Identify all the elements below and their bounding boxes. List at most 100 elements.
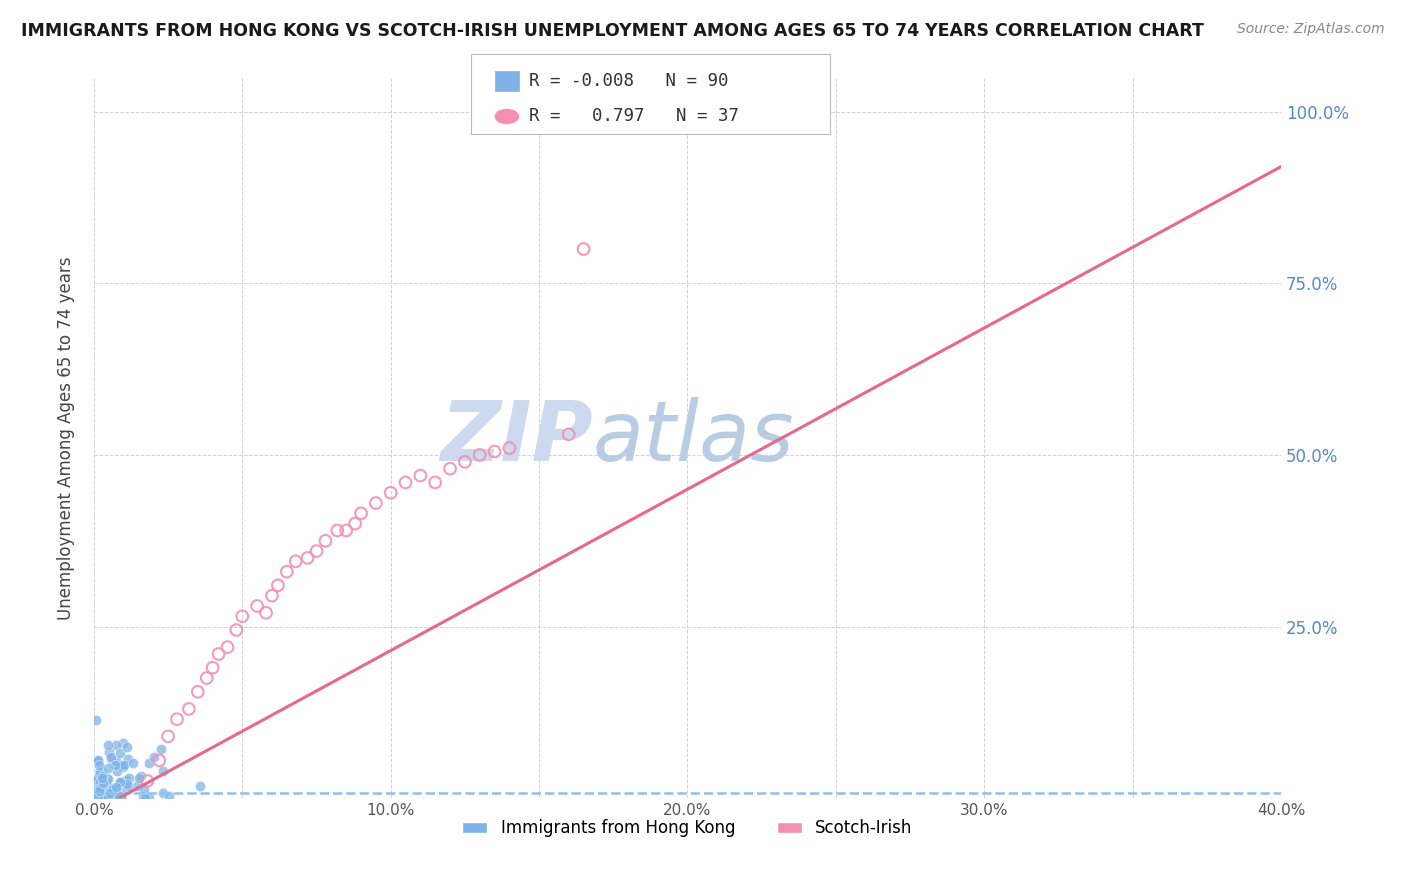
- Point: [98, 786, 121, 800]
- Point: [125, 779, 148, 793]
- Y-axis label: Unemployment Among Ages 65 to 74 years: Unemployment Among Ages 65 to 74 years: [58, 256, 75, 620]
- Point: [111, 760, 134, 774]
- Point: [97, 738, 120, 752]
- Point: [83, 773, 105, 788]
- Point: [117, 777, 139, 791]
- Point: [87, 790, 110, 805]
- Point: [87, 755, 110, 769]
- Point: [128, 771, 150, 785]
- Point: [326, 524, 349, 538]
- Point: [91, 781, 114, 796]
- Point: [97, 789, 120, 804]
- Point: [195, 671, 218, 685]
- Point: [217, 640, 239, 654]
- Point: [108, 775, 131, 789]
- Point: [157, 730, 180, 744]
- Point: [166, 712, 188, 726]
- Point: [97, 761, 120, 775]
- Point: [150, 742, 173, 756]
- Point: [425, 475, 447, 490]
- Point: [117, 779, 139, 793]
- Point: [110, 774, 132, 789]
- Point: [454, 455, 477, 469]
- Text: R =   0.797   N = 37: R = 0.797 N = 37: [529, 108, 738, 126]
- Point: [138, 756, 160, 771]
- Point: [207, 647, 229, 661]
- Point: [138, 790, 160, 805]
- Point: [104, 780, 127, 794]
- Point: [111, 736, 134, 750]
- Point: [104, 754, 127, 768]
- Point: [572, 242, 595, 256]
- Point: [105, 738, 128, 752]
- Text: ZIP: ZIP: [440, 397, 592, 478]
- Point: [90, 783, 112, 797]
- Point: [89, 784, 111, 798]
- Point: [297, 550, 319, 565]
- Point: [117, 781, 139, 796]
- Point: [87, 789, 110, 804]
- Point: [83, 785, 105, 799]
- Point: [117, 752, 139, 766]
- Point: [96, 780, 118, 794]
- Point: [97, 772, 120, 786]
- Point: [276, 565, 298, 579]
- Point: [84, 788, 107, 802]
- Point: [129, 769, 152, 783]
- Point: [96, 771, 118, 785]
- Point: [246, 599, 269, 613]
- Text: R = -0.008   N = 90: R = -0.008 N = 90: [529, 72, 728, 90]
- Point: [86, 782, 108, 797]
- Point: [90, 780, 112, 795]
- Point: [89, 781, 111, 796]
- Point: [350, 506, 373, 520]
- Legend: Immigrants from Hong Kong, Scotch-Irish: Immigrants from Hong Kong, Scotch-Irish: [456, 813, 920, 844]
- Point: [134, 790, 156, 805]
- Point: [314, 533, 336, 548]
- Point: [96, 786, 118, 800]
- Point: [177, 702, 200, 716]
- Point: [225, 623, 247, 637]
- Point: [103, 791, 125, 805]
- Point: [152, 786, 174, 800]
- Point: [100, 749, 122, 764]
- Point: [97, 780, 120, 794]
- Point: [143, 750, 166, 764]
- Point: [91, 789, 114, 803]
- Point: [87, 776, 110, 790]
- Point: [201, 661, 224, 675]
- Point: [87, 766, 110, 780]
- Point: [118, 772, 141, 786]
- Point: [254, 606, 277, 620]
- Point: [107, 788, 129, 802]
- Point: [409, 468, 432, 483]
- Point: [87, 770, 110, 784]
- Point: [93, 769, 115, 783]
- Point: [131, 790, 153, 805]
- Point: [104, 782, 127, 797]
- Point: [84, 714, 107, 728]
- Point: [98, 785, 121, 799]
- Text: atlas: atlas: [592, 397, 794, 478]
- Point: [94, 774, 117, 789]
- Point: [97, 790, 120, 805]
- Point: [394, 475, 416, 490]
- Point: [93, 768, 115, 782]
- Point: [91, 776, 114, 790]
- Point: [335, 524, 357, 538]
- Point: [157, 789, 180, 804]
- Point: [484, 444, 506, 458]
- Point: [380, 485, 402, 500]
- Point: [136, 774, 159, 789]
- Point: [84, 789, 107, 803]
- Point: [468, 448, 491, 462]
- Point: [122, 756, 145, 771]
- Point: [152, 764, 174, 778]
- Point: [89, 775, 111, 789]
- Point: [97, 783, 120, 797]
- Point: [498, 441, 520, 455]
- Point: [105, 764, 128, 779]
- Text: IMMIGRANTS FROM HONG KONG VS SCOTCH-IRISH UNEMPLOYMENT AMONG AGES 65 TO 74 YEARS: IMMIGRANTS FROM HONG KONG VS SCOTCH-IRIS…: [21, 22, 1204, 40]
- Point: [108, 780, 131, 795]
- Point: [89, 758, 111, 772]
